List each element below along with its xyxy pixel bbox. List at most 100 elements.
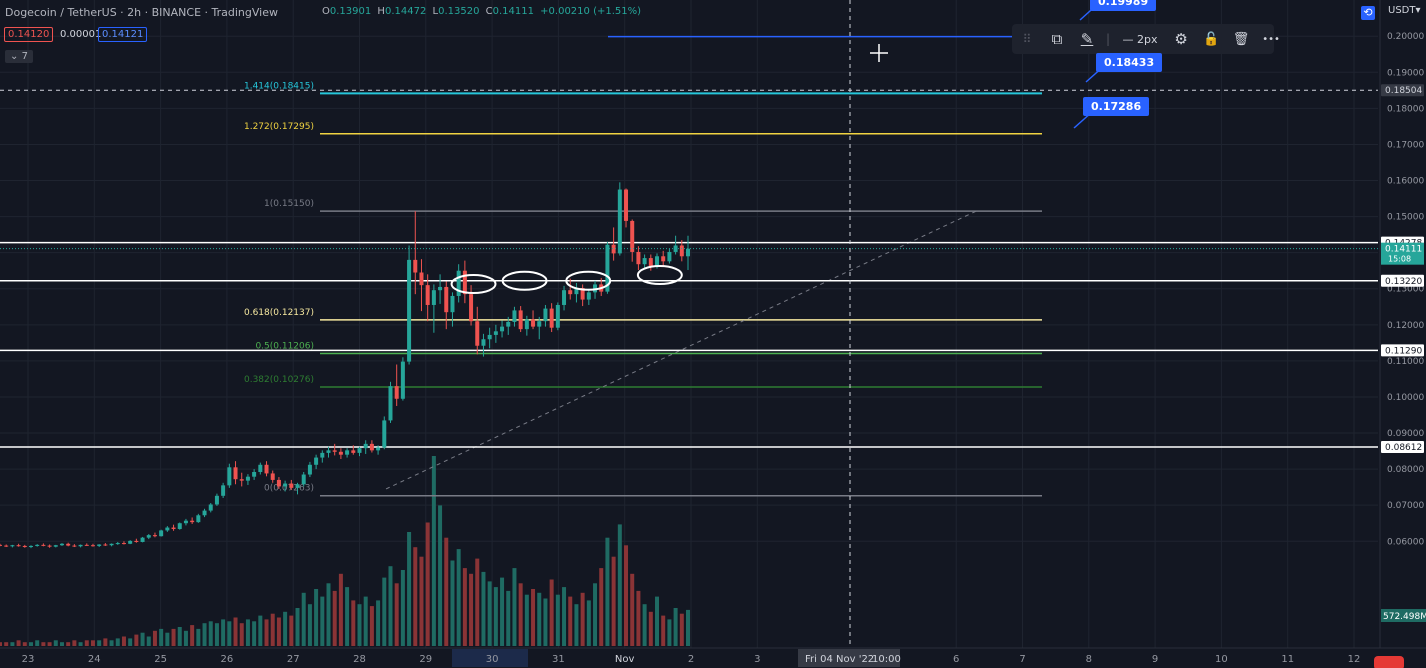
indicators-toggle[interactable]: ⌄ 7 [5, 50, 33, 63]
volume-bar [599, 568, 604, 646]
candle-body [208, 504, 213, 511]
volume-bar [16, 640, 21, 646]
symbol-title[interactable]: Dogecoin / TetherUS · 2h · BINANCE · Tra… [5, 6, 278, 19]
candle-body [524, 319, 529, 330]
volume-bar [487, 581, 492, 646]
volume-bar [555, 594, 560, 646]
trash-icon[interactable]: 🗑 [1232, 31, 1250, 47]
candle-body [462, 270, 467, 295]
candle-body [314, 457, 319, 465]
volume-bar [258, 615, 263, 646]
drag-handle-icon[interactable]: ⠿ [1022, 32, 1032, 46]
volume-bar [183, 630, 188, 646]
ohlc-readout: O0.13901 H0.14472 L0.13520 C0.14111 +0.0… [322, 6, 644, 17]
volume-bar [115, 638, 120, 646]
candle-body [456, 270, 461, 296]
candle-body [72, 545, 77, 547]
currency-select[interactable]: USDT▾ [1388, 5, 1421, 16]
candle-body [190, 520, 195, 523]
currency-label: USDT [1388, 5, 1416, 16]
price-tag: 0.08612 [1385, 443, 1422, 453]
time-axis-tick: 28 [353, 654, 366, 665]
crosshair-time-tag: Fri 04 Nov '22 [805, 654, 874, 665]
time-axis-tick: 7 [1019, 654, 1025, 665]
ohlc-change: +0.00210 (+1.51%) [540, 6, 642, 17]
candle-body [419, 272, 424, 286]
volume-bar [221, 619, 226, 646]
volume-bar [388, 566, 393, 646]
volume-bar [450, 560, 455, 646]
candle-body [183, 520, 188, 524]
volume-bar [4, 642, 9, 646]
candle-body [518, 310, 523, 330]
candle-body [617, 189, 622, 254]
volume-bar [90, 640, 95, 646]
candle-body [493, 331, 498, 335]
candle-body [41, 544, 46, 546]
cursor-cross-icon [870, 44, 888, 62]
candle-body [326, 450, 331, 453]
volume-bar [245, 619, 250, 646]
volume-bar [28, 642, 33, 646]
candle-body [128, 540, 133, 544]
candle-body [338, 451, 343, 455]
volume-bar [146, 636, 151, 646]
volume-bar [400, 570, 405, 646]
caret-icon: ▾ [1415, 5, 1421, 16]
ellipse-annotation [501, 270, 548, 291]
buy-price-button[interactable]: 0.14121 [98, 27, 148, 42]
price-callout-3[interactable]: 0.17286 [1083, 97, 1150, 116]
more-icon[interactable]: ••• [1262, 33, 1280, 45]
candle-body [103, 544, 108, 546]
candle-body [245, 476, 250, 481]
candle-body [568, 290, 573, 295]
candle-body [438, 286, 443, 291]
volume-bar [506, 590, 511, 646]
price-tag: 0.11290 [1385, 346, 1422, 356]
candle-body [549, 308, 554, 328]
line-width-button[interactable]: — 2px [1118, 33, 1162, 46]
symbol-title-text: Dogecoin / TetherUS · 2h · BINANCE · Tra… [5, 6, 278, 19]
volume-bar [196, 628, 201, 646]
gear-icon[interactable]: ⚙ [1174, 30, 1188, 48]
template-icon[interactable]: ⧉ [1051, 30, 1063, 48]
sell-price-button[interactable]: 0.14120 [4, 27, 54, 42]
volume-bar [264, 619, 269, 646]
volume-bar [531, 589, 536, 646]
sync-icon[interactable]: ⟲ [1361, 6, 1375, 20]
candle-body [140, 537, 145, 542]
price-callout-1[interactable]: 0.19989 [1090, 0, 1157, 11]
volume-bar [419, 556, 424, 646]
price-callout-2[interactable]: 0.18433 [1096, 53, 1163, 72]
toolbar-divider: | [1106, 32, 1111, 46]
volume-bar [0, 642, 2, 646]
volume-bar [407, 532, 412, 646]
ellipse-annotation [565, 270, 612, 291]
volume-bar [338, 573, 343, 646]
candle-body [655, 256, 660, 267]
candle-body [407, 259, 412, 362]
candle-body [84, 544, 89, 546]
candle-body [59, 543, 64, 546]
volume-bar [59, 642, 64, 646]
candle-body [413, 259, 418, 273]
volume-bar [357, 604, 362, 646]
price-axis-tick: 0.17000 [1387, 140, 1424, 150]
fib-level-label: 1.414(0.18415) [244, 81, 314, 91]
candle-body [580, 288, 585, 300]
volume-tag: 572.498M [1383, 612, 1426, 622]
time-axis-tick: 11 [1281, 654, 1294, 665]
volume-bar [648, 611, 653, 646]
pencil-icon[interactable]: ✎ [1080, 30, 1094, 48]
candle-body [332, 450, 337, 452]
volume-bar [376, 600, 381, 646]
fib-level-label: 1(0.15150) [264, 199, 314, 209]
price-axis-tick: 0.19000 [1387, 68, 1424, 78]
lock-icon[interactable]: 🔓 [1202, 31, 1220, 47]
candle-body [642, 258, 647, 265]
candle-body [10, 545, 15, 547]
volume-bar [686, 609, 690, 646]
price-axis-tick: 0.08000 [1387, 465, 1424, 475]
volume-bar [425, 522, 430, 646]
